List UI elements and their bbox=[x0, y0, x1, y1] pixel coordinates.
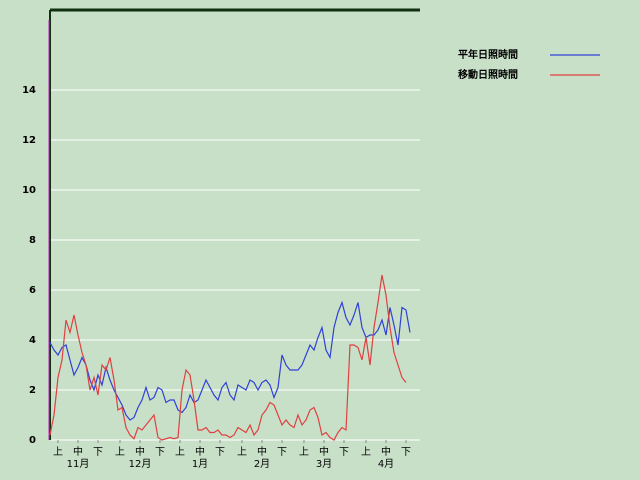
x-tick-label: 下 bbox=[93, 447, 103, 458]
x-tick-label: 中 bbox=[257, 445, 267, 458]
x-tick-label: 中 bbox=[135, 445, 145, 458]
series-line bbox=[49, 300, 411, 421]
month-label: 3月 bbox=[316, 458, 332, 470]
y-tick-label: 2 bbox=[29, 385, 36, 396]
x-tick-label: 上 bbox=[361, 446, 371, 458]
x-tick-label: 上 bbox=[115, 446, 125, 458]
month-label: 4月 bbox=[378, 458, 394, 470]
legend-label: 移動日照時間 bbox=[458, 68, 518, 81]
x-tick-label: 下 bbox=[401, 447, 411, 458]
y-tick-label: 10 bbox=[22, 185, 36, 196]
legend-label: 平年日照時間 bbox=[458, 48, 518, 61]
x-tick-label: 下 bbox=[155, 447, 165, 458]
month-label: 1月 bbox=[192, 458, 208, 470]
x-tick-label: 上 bbox=[53, 446, 63, 458]
y-tick-label: 14 bbox=[22, 85, 36, 96]
x-tick-label: 中 bbox=[195, 445, 205, 458]
x-tick-label: 中 bbox=[73, 445, 83, 458]
x-tick-label: 中 bbox=[319, 445, 329, 458]
x-tick-label: 上 bbox=[175, 446, 185, 458]
series-line bbox=[49, 274, 407, 441]
y-tick-label: 4 bbox=[29, 335, 36, 346]
x-tick-label: 下 bbox=[339, 447, 349, 458]
month-label: 11月 bbox=[67, 458, 90, 470]
y-tick-label: 6 bbox=[29, 285, 36, 296]
month-label: 2月 bbox=[254, 458, 270, 470]
y-tick-label: 0 bbox=[29, 435, 36, 446]
x-tick-label: 上 bbox=[237, 446, 247, 458]
x-tick-label: 上 bbox=[299, 446, 309, 458]
x-tick-label: 下 bbox=[215, 447, 225, 458]
month-label: 12月 bbox=[129, 458, 152, 470]
y-tick-label: 8 bbox=[29, 235, 36, 246]
x-tick-label: 中 bbox=[381, 445, 391, 458]
y-tick-label: 12 bbox=[22, 135, 36, 146]
x-tick-label: 下 bbox=[277, 447, 287, 458]
